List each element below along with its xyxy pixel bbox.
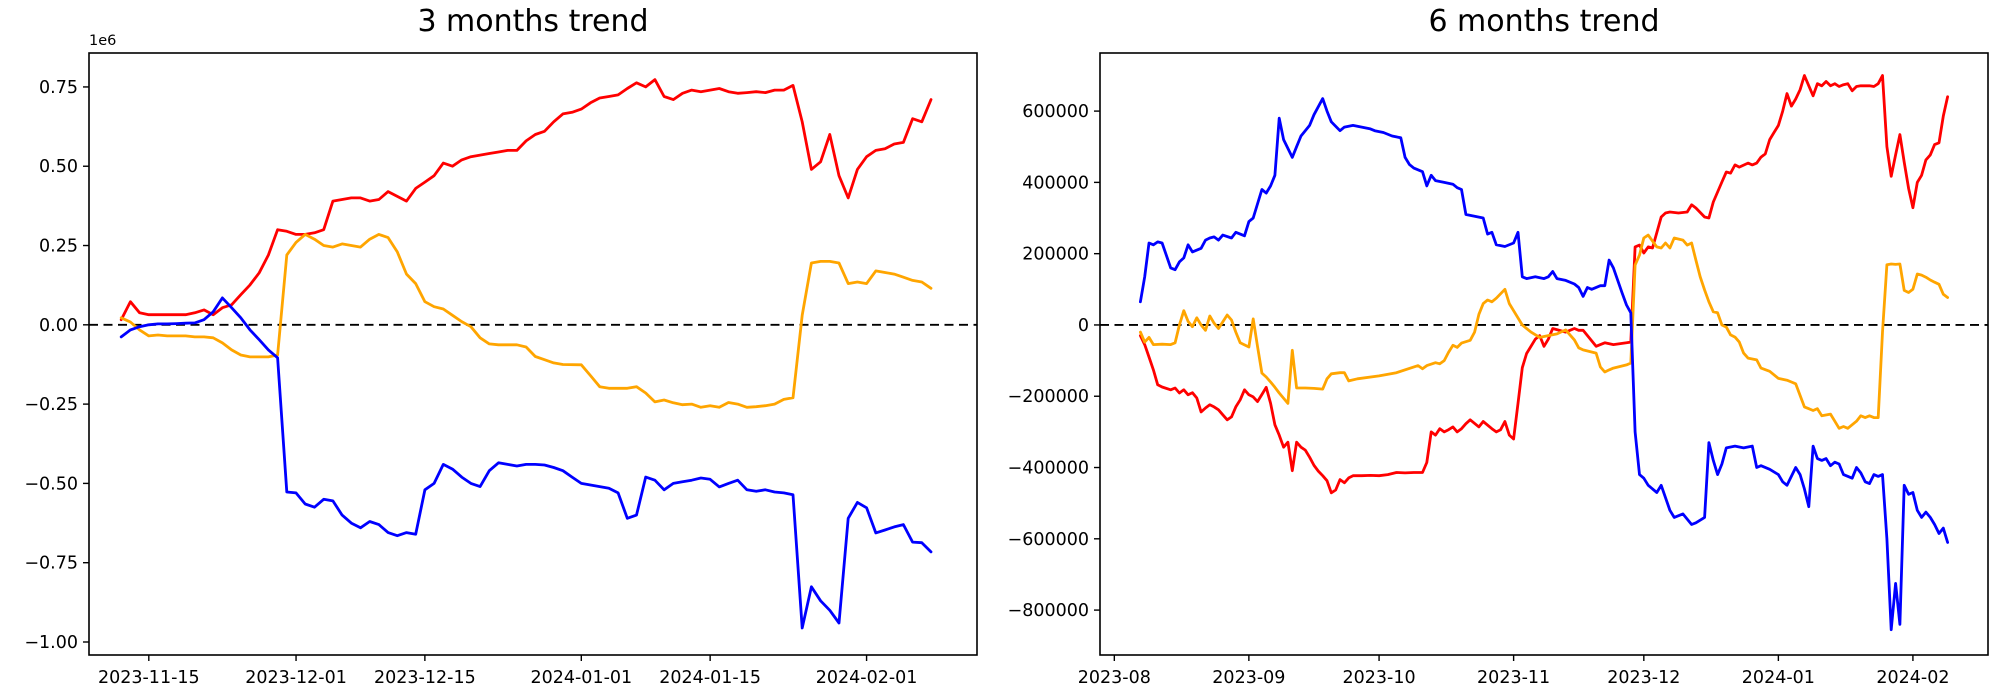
series-line-red-series-3m: [119, 78, 933, 322]
series-line-blue-series-6m: [1139, 97, 1949, 632]
x-tick-label: 2023-08: [1078, 668, 1151, 688]
chart-title-3-months-trend: 3 months trend: [417, 4, 649, 39]
x-tick-label: 2024-02-01: [816, 668, 918, 688]
y-tick-label: 0.50: [39, 157, 78, 177]
x-tick-label: 2023-12-15: [374, 668, 476, 688]
y-tick-label: 0.00: [39, 316, 78, 336]
y-tick-label: 400000: [1022, 173, 1089, 193]
y-tick-label: 0.25: [39, 237, 78, 257]
x-tick-label: 2023-09: [1212, 668, 1285, 688]
y-tick-label: −0.25: [24, 395, 78, 415]
x-tick-label: 2024-01: [1742, 668, 1815, 688]
series-line-orange-series-3m: [119, 232, 933, 409]
x-tick-label: 2023-12: [1607, 668, 1680, 688]
x-tick-label: 2023-11-15: [98, 668, 200, 688]
y-tick-label: −0.50: [24, 474, 78, 494]
y-tick-label: −0.75: [24, 554, 78, 574]
y-tick-label: −200000: [1008, 387, 1089, 407]
series-line-red-series-6m: [1139, 74, 1949, 495]
y-tick-label: −1.00: [24, 633, 78, 653]
y-tick-label: 0: [1078, 316, 1089, 336]
series-line-blue-series-3m: [119, 296, 933, 630]
x-tick-label: 2023-12-01: [245, 668, 347, 688]
plot-frame: [88, 52, 978, 656]
y-axis-offset-label: 1e6: [89, 33, 116, 49]
y-tick-label: 600000: [1022, 102, 1089, 122]
y-tick-label: 200000: [1022, 245, 1089, 265]
y-tick-label: −800000: [1008, 601, 1089, 621]
x-tick-label: 2024-01-15: [659, 668, 761, 688]
chart-title-6-months-trend: 6 months trend: [1428, 4, 1660, 39]
x-tick-label: 2024-02: [1876, 668, 1949, 688]
plot-frame: [1099, 52, 1989, 656]
x-tick-label: 2023-11: [1477, 668, 1550, 688]
series-line-orange-series-6m: [1139, 233, 1949, 430]
y-tick-label: 0.75: [39, 78, 78, 98]
x-tick-label: 2023-10: [1343, 668, 1416, 688]
y-tick-label: −600000: [1008, 530, 1089, 550]
y-tick-label: −400000: [1008, 459, 1089, 479]
x-tick-label: 2024-01-01: [530, 668, 632, 688]
